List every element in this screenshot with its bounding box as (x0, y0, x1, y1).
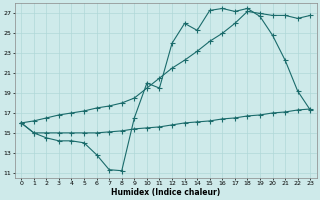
X-axis label: Humidex (Indice chaleur): Humidex (Indice chaleur) (111, 188, 220, 197)
